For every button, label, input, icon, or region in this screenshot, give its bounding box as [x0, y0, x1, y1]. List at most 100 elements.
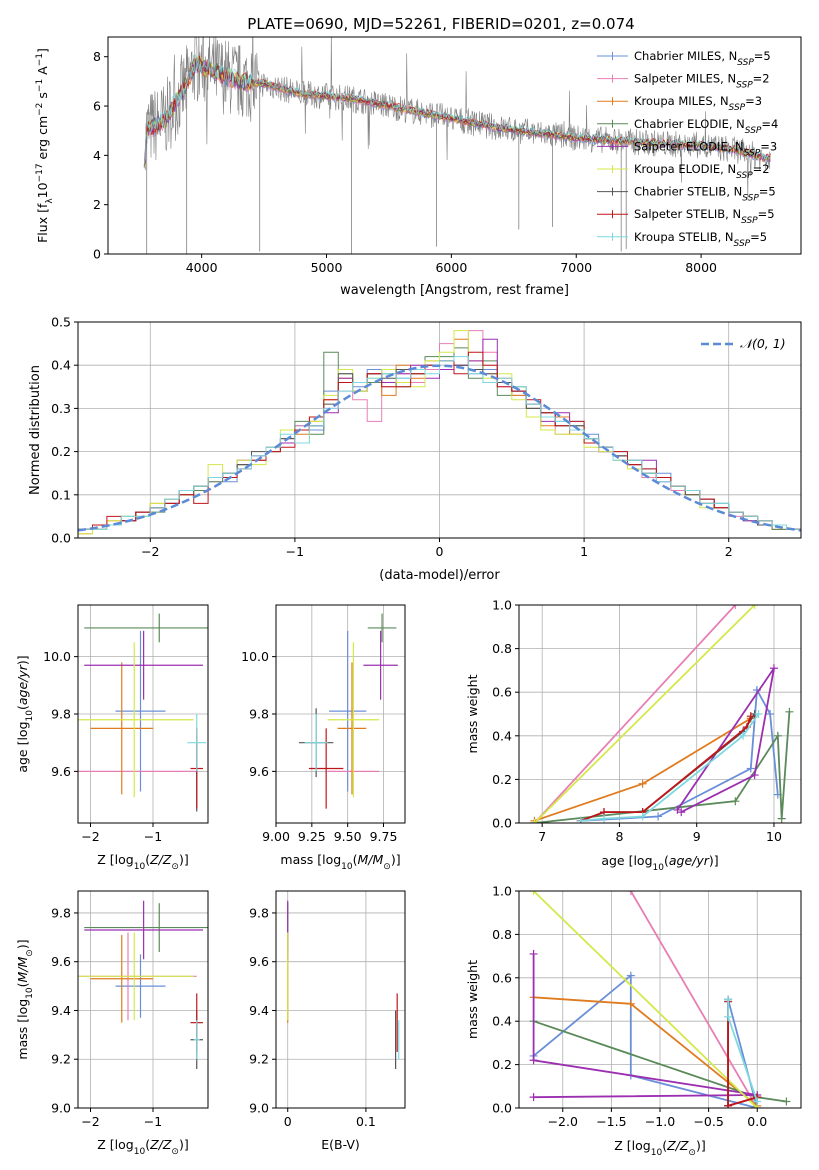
y-tick-label: 0.3: [51, 401, 71, 416]
y-axis-label: Normed distribution: [28, 365, 43, 495]
x-tick-label: 10: [766, 829, 782, 844]
y-tick-label: 9.0: [51, 1101, 71, 1116]
panel-residuals: −2 −1 0 1 2 0.0 0.1 0.2 0.3 0.4 0.5: [51, 315, 802, 559]
legend-normal-label: 𝒩(0, 1): [740, 336, 786, 351]
x-axis-label: E(B-V): [321, 1137, 360, 1152]
panel-age_vs_Z: −2 −1 9.6 9.8 10.0: [43, 604, 209, 844]
y-tick-label: 0.4: [492, 1014, 512, 1029]
legend-entry: Kroupa STELIB, NSSP=5: [634, 230, 767, 249]
plot-area: [287, 900, 400, 1069]
y-tick-label: 1.0: [492, 598, 512, 613]
weight-marker: [782, 1097, 791, 1106]
legend-entry: Kroupa MILES, NSSP=3: [634, 94, 762, 113]
data-spectrum-line: [145, 37, 771, 199]
y-tick-label: 0.2: [51, 444, 71, 459]
y-axis-label: mass weight: [465, 674, 480, 753]
y-tick-label: 9.2: [51, 1052, 71, 1067]
panel-age_vs_mass: 9.00 9.25 9.50 9.75 9.6 9.8 10.0: [241, 604, 406, 844]
x-axis-label: wavelength [Angstrom, rest frame]: [340, 283, 569, 298]
y-tick-label: 9.4: [249, 1003, 269, 1018]
y-tick-label: 10.0: [43, 649, 71, 664]
weight-marker: [746, 764, 755, 773]
panel-weight_vs_age: 7 8 9 10 0.0 0.2 0.4 0.6 0.8 1.0: [492, 598, 802, 844]
weight-marker: [785, 707, 794, 716]
x-tick-label: 8000: [685, 260, 717, 275]
x-tick-label: 7000: [560, 260, 592, 275]
weight-line-salpeter_stelib: [580, 715, 752, 822]
x-tick-label: 9.25: [298, 829, 326, 844]
weight-line-chabrier_miles: [533, 973, 759, 1108]
x-tick-label: 6000: [435, 260, 467, 275]
y-tick-label: 0.2: [492, 772, 512, 787]
x-axis-label: mass [log10(M/M⊙)]: [280, 852, 400, 872]
weight-marker: [754, 710, 763, 718]
y-tick-label: 0.0: [51, 531, 71, 546]
y-tick-label: 0.0: [492, 816, 512, 831]
weight-marker: [654, 812, 663, 821]
y-axis-label: age [log10(age/yr)]: [15, 655, 35, 772]
weight-marker: [731, 605, 740, 609]
weight-marker: [529, 949, 538, 958]
weight-marker: [599, 814, 608, 823]
x-axis-label: Z [log10(Z/Z⊙)]: [614, 1138, 705, 1158]
x-tick-label: −2: [141, 544, 159, 559]
x-tick-label: 2: [725, 544, 733, 559]
y-tick-label: 10.0: [241, 649, 269, 664]
weight-line-salpeter_miles: [630, 891, 758, 1108]
weight-line-chabrier_stelib: [580, 713, 756, 822]
legend-entry: Salpeter STELIB, NSSP=5: [634, 207, 775, 226]
y-tick-label: 0.4: [51, 358, 71, 373]
weight-marker: [746, 712, 755, 721]
weight-marker: [739, 731, 748, 740]
axes-frame: [518, 604, 802, 824]
x-tick-label: −2: [81, 829, 99, 844]
y-tick-label: 1.0: [492, 884, 512, 899]
y-tick-label: 9.6: [249, 954, 269, 969]
panel-weight_vs_Z: −2.0 −1.5 −1.0 −0.5 0.0 0.0 0.2 0.4 0.6 0.8 1.0: [492, 884, 802, 1129]
x-axis-label: Z [log10(Z/Z⊙)]: [97, 1137, 188, 1157]
weight-marker: [529, 1056, 538, 1065]
y-tick-label: 2: [93, 197, 101, 212]
legend-entry: Salpeter ELODIE, NSSP=3: [634, 139, 777, 158]
y-tick-label: 9.6: [51, 954, 71, 969]
weight-line-salpeter_elodie: [532, 953, 758, 1099]
weight-line-kroupa_elodie: [533, 605, 756, 823]
y-tick-label: 9.8: [249, 707, 269, 722]
x-tick-label: 9.50: [334, 829, 362, 844]
x-tick-label: −1.5: [596, 1114, 626, 1129]
plot-area: [78, 900, 208, 1069]
weight-line-chabrier_miles: [580, 686, 779, 822]
y-tick-label: 0.6: [492, 970, 512, 985]
y-tick-label: 0: [93, 247, 101, 262]
y-tick-label: 9.4: [51, 1003, 71, 1018]
legend-entry: Chabrier ELODIE, NSSP=4: [634, 117, 778, 136]
weight-marker: [724, 995, 733, 1004]
y-tick-label: 9.6: [51, 764, 71, 779]
weight-marker: [753, 1097, 762, 1106]
weight-marker: [750, 771, 759, 780]
x-tick-label: 7: [538, 829, 546, 844]
weight-marker: [724, 1012, 733, 1021]
y-tick-label: 6: [93, 99, 101, 114]
weight-marker: [769, 664, 778, 673]
weight-marker: [529, 891, 538, 895]
y-tick-label: 9.8: [51, 905, 71, 920]
x-tick-label: −1: [144, 829, 162, 844]
x-tick-label: 9.00: [262, 829, 290, 844]
x-tick-label: 0: [436, 544, 444, 559]
y-axis-label: Flux [fλ10−17 erg cm−2 s−1 A−1]: [35, 48, 55, 243]
model-line-kroupa_stelib: [143, 54, 771, 165]
y-tick-label: 9.2: [249, 1052, 269, 1067]
weight-line-salpeter_miles: [533, 605, 736, 823]
y-tick-label: 0.2: [492, 1057, 512, 1072]
weight-marker: [724, 1101, 733, 1108]
legend-entry: Chabrier MILES, NSSP=5: [634, 49, 771, 68]
x-tick-label: 9.75: [370, 829, 398, 844]
weight-line-kroupa_miles: [534, 717, 752, 822]
x-tick-label: −2.0: [548, 1114, 578, 1129]
x-axis-label: (data-model)/error: [379, 568, 500, 583]
x-axis-label: age [log10(age/yr)]: [601, 853, 718, 873]
x-tick-label: 0: [284, 1114, 292, 1129]
plot-area: [298, 613, 398, 809]
x-axis-label: Z [log10(Z/Z⊙)]: [97, 852, 188, 872]
